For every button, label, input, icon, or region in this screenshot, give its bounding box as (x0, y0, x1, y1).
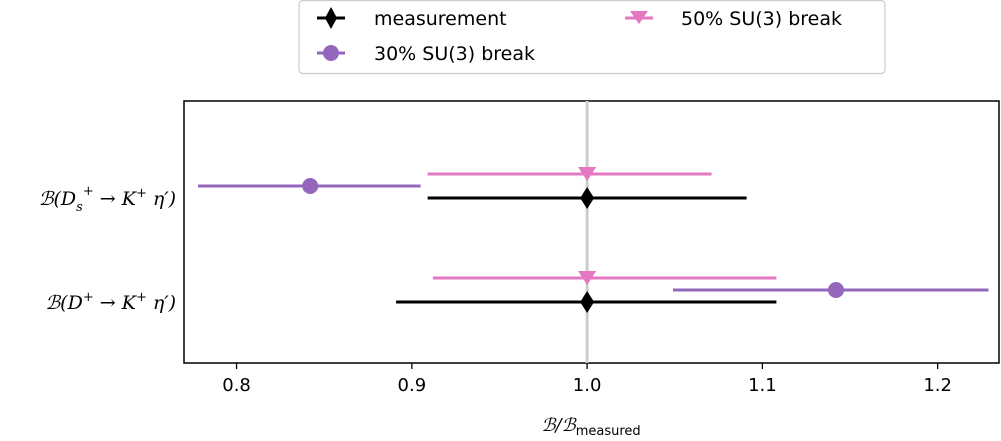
data-point-circle (302, 178, 319, 194)
legend-entry-30-su3: 30% SU(3) break (317, 43, 535, 65)
x-tick-label: 1.1 (748, 375, 777, 396)
legend-entry-measurement: measurement (317, 7, 507, 30)
x-tick-label: 0.9 (398, 375, 427, 396)
legend-marker-diamond (325, 7, 337, 29)
y-label-ds: ℬ(Ds+ → K+ η′) (39, 184, 176, 215)
data-point-triangle (578, 167, 597, 181)
x-tick-label: 1.0 (573, 375, 602, 396)
x-tick-label: 0.8 (222, 375, 251, 396)
data-point-diamond (580, 291, 595, 313)
data-marks (198, 167, 989, 313)
y-label-d: ℬ(D+ → K+ η′) (45, 290, 176, 314)
legend-marker-circle (323, 45, 339, 61)
legend: measurement 30% SU(3) break 50% SU(3) br… (298, 0, 886, 75)
legend-entry-50-su3: 50% SU(3) break (625, 8, 842, 30)
y-axis-labels: ℬ(Ds+ → K+ η′) ℬ(D+ → K+ η′) (39, 184, 176, 314)
data-point-diamond (580, 187, 595, 209)
axes-frame (183, 100, 1000, 364)
data-point-circle (828, 282, 844, 298)
legend-box (298, 0, 886, 75)
x-axis-label: ℬ/ℬmeasured (541, 415, 640, 439)
x-axis-ticks: 0.8 0.9 1.0 1.1 1.2 (222, 363, 952, 396)
x-tick-label: 1.2 (923, 375, 952, 396)
legend-label-30-su3: 30% SU(3) break (374, 43, 535, 65)
data-point-triangle (578, 271, 597, 285)
legend-marker-triangle-down (630, 11, 648, 24)
legend-label-50-su3: 50% SU(3) break (681, 8, 842, 30)
legend-label-measurement: measurement (374, 8, 507, 30)
plot-area: 0.8 0.9 1.0 1.1 1.2 (183, 100, 1000, 396)
